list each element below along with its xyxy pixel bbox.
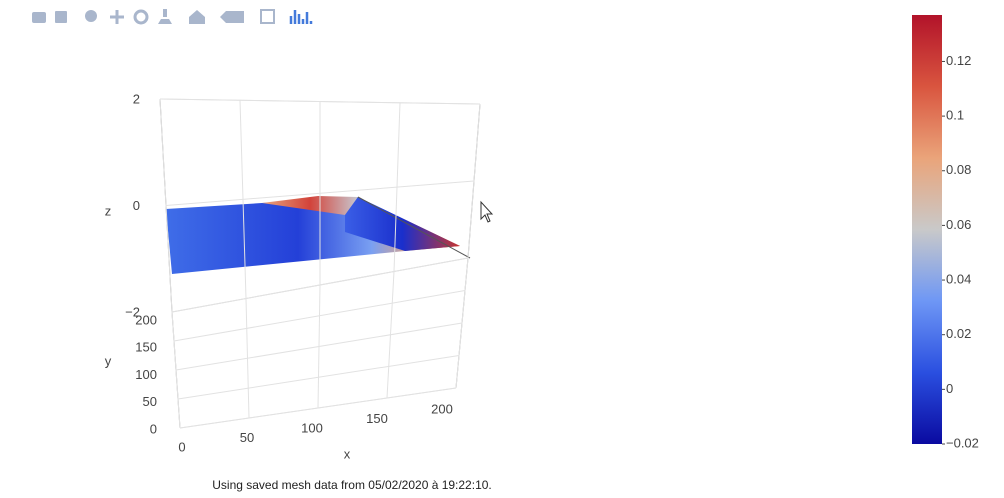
z-tick-label: −2	[125, 304, 140, 319]
cursor	[480, 200, 494, 223]
grid-line	[171, 311, 181, 429]
surface	[166, 196, 471, 274]
z-tick-label: 2	[133, 91, 140, 106]
grid-line	[455, 257, 469, 389]
turntable-button[interactable]	[158, 9, 172, 24]
colorbar-tick-label: 0.06	[946, 217, 971, 232]
camera-button[interactable]	[32, 12, 46, 23]
grid-line	[159, 98, 173, 313]
colorbar-tick-label: 0	[946, 381, 953, 396]
y-axis-label: y	[105, 353, 112, 368]
grid-line	[317, 284, 321, 409]
x-axis-label: x	[344, 446, 351, 461]
colorbar-tick-label: 0.08	[946, 162, 971, 177]
surface-patch	[345, 197, 460, 251]
x-tick-label: 200	[431, 401, 453, 416]
grid-line	[239, 100, 247, 299]
colorbar	[912, 15, 942, 444]
z-tick-label: 0	[133, 198, 140, 213]
pan-button[interactable]	[110, 10, 124, 24]
y-tick-label: 0	[150, 421, 157, 436]
colorbar-tick-label: 0.02	[946, 326, 971, 341]
y-tick-label: 100	[135, 367, 157, 382]
x-tick-label: 100	[301, 420, 323, 435]
hover-button[interactable]	[220, 11, 244, 23]
x-tick-label: 150	[366, 411, 388, 426]
y-tick-label: 200	[135, 312, 157, 327]
colorbar-tick-label: −0.02	[946, 435, 979, 450]
surface-patch	[262, 196, 358, 215]
save-button[interactable]	[55, 11, 67, 23]
grid-line	[245, 298, 250, 419]
surface-edge	[357, 196, 471, 259]
z-axis-label: z	[105, 203, 112, 218]
grid-line	[393, 102, 401, 272]
toolbar	[32, 9, 313, 25]
y-tick-label: 50	[143, 394, 157, 409]
grid-line	[386, 271, 395, 399]
caption: Using saved mesh data from 05/02/2020 à …	[212, 478, 492, 492]
home-button[interactable]	[189, 10, 205, 24]
colorbar-tick-label: 0.04	[946, 271, 971, 286]
plotly-logo[interactable]	[289, 10, 313, 24]
reset-button[interactable]	[260, 9, 275, 24]
orbit-button[interactable]	[133, 9, 149, 25]
x-tick-label: 50	[240, 430, 254, 445]
colorbar-tick-label: 0.12	[946, 53, 971, 68]
colorbar-tick-label: 0.1	[946, 108, 964, 123]
grid-line	[467, 103, 481, 259]
y-tick-label: 150	[135, 340, 157, 355]
zoom-button[interactable]	[85, 10, 97, 22]
x-tick-label: 0	[178, 439, 185, 454]
